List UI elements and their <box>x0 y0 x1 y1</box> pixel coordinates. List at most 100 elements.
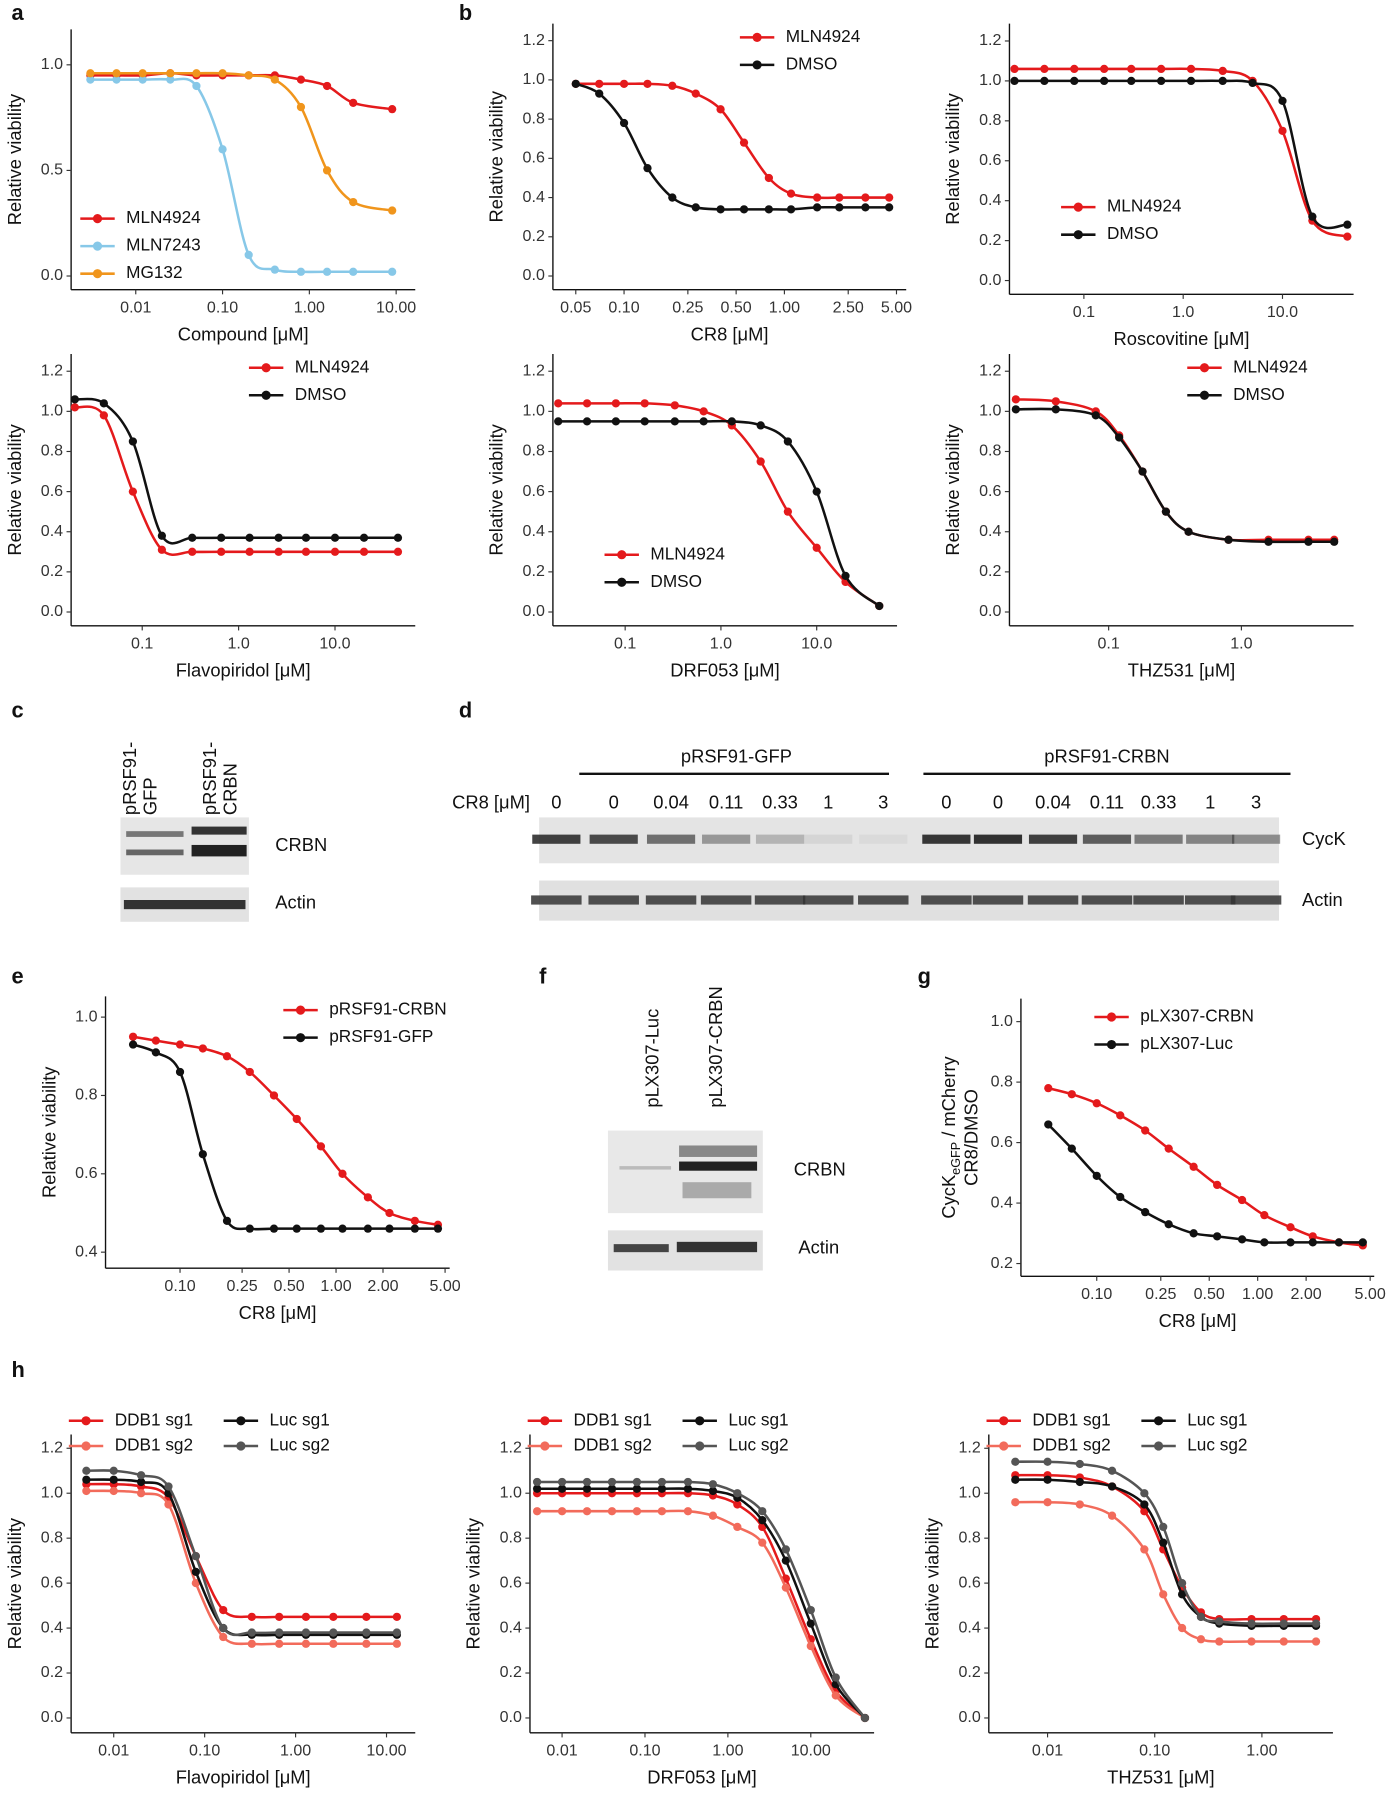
band <box>804 834 853 844</box>
y-tick-label: 1.0 <box>523 70 545 88</box>
data-point <box>1247 1637 1256 1646</box>
y-tick-label: 0.2 <box>979 231 1001 249</box>
legend-label: DMSO <box>786 53 838 73</box>
legend-label: MLN4924 <box>126 207 201 227</box>
legend-label: MLN4924 <box>786 26 861 46</box>
data-point <box>292 1224 301 1233</box>
data-point <box>831 1691 840 1700</box>
data-point <box>136 1471 146 1480</box>
x-tick-label: 0.1 <box>131 634 153 652</box>
y-tick-label: 1.2 <box>979 361 1001 379</box>
x-axis-label: DRF053 [μM] <box>647 1767 756 1788</box>
x-axis-label: CR8 [μM] <box>691 323 769 344</box>
data-point <box>329 1628 338 1637</box>
x-tick-label: 10.00 <box>791 1741 831 1759</box>
data-point <box>269 1091 279 1100</box>
panel-label: f <box>539 964 547 989</box>
lane-label: 0 <box>609 791 619 812</box>
y-tick-label: 0.0 <box>958 1708 980 1726</box>
x-axis-label: Flavopiridol [μM] <box>176 1767 311 1788</box>
data-point <box>191 1552 200 1561</box>
band <box>858 895 909 905</box>
x-tick-label: 0.25 <box>672 298 703 316</box>
band <box>922 834 971 844</box>
x-tick-label: 0.25 <box>1145 1285 1176 1303</box>
y-axis-label: Relative viability <box>463 1517 484 1649</box>
x-tick-label: 10.0 <box>319 634 350 652</box>
lane-label: 0 <box>993 791 1003 812</box>
panel-label: d <box>459 698 472 723</box>
x-tick-label: 1.00 <box>280 1741 311 1759</box>
data-point <box>198 1044 207 1053</box>
data-point <box>138 75 147 84</box>
data-point <box>1159 1522 1168 1532</box>
legend-label: pRSF91-CRBN <box>329 999 446 1019</box>
data-point <box>151 1048 160 1057</box>
y-axis-label: Relative viability <box>4 93 25 225</box>
x-tick-label: 2.50 <box>833 298 864 316</box>
data-point <box>247 1639 256 1648</box>
data-point <box>1215 1617 1224 1626</box>
data-point <box>1040 64 1049 74</box>
data-point <box>1138 467 1147 476</box>
data-point <box>1260 1238 1269 1247</box>
data-point <box>218 145 227 154</box>
data-point <box>393 533 403 542</box>
data-point <box>557 1484 567 1493</box>
legend-key-dot <box>540 1416 550 1426</box>
x-tick-label: 1.00 <box>294 298 325 316</box>
data-point <box>1107 1511 1117 1520</box>
data-point <box>670 401 679 410</box>
band <box>645 895 697 905</box>
data-point <box>166 69 175 78</box>
data-point <box>338 1224 347 1233</box>
data-point <box>1260 1211 1269 1220</box>
lane-label-line: pRSF91- <box>199 742 220 815</box>
data-point <box>175 1040 185 1049</box>
data-point <box>860 1713 870 1723</box>
data-point <box>1186 76 1196 86</box>
data-point <box>301 1628 311 1637</box>
data-point <box>532 1484 542 1493</box>
legend-label: DMSO <box>295 384 347 404</box>
y-tick-label: 0.6 <box>41 482 63 500</box>
x-tick-label: 1.0 <box>710 634 732 652</box>
x-tick-label: 1.0 <box>227 634 249 652</box>
data-point <box>244 250 253 260</box>
data-point <box>392 1628 402 1637</box>
data-point <box>128 1032 138 1041</box>
panel-label: h <box>11 1357 24 1382</box>
data-point <box>691 89 700 98</box>
data-point <box>349 197 358 207</box>
blot-d: pRSF91-GFP pRSF91-CRBN CR8 [μM] CycK Act… <box>452 746 1347 921</box>
panel-label: c <box>11 698 23 723</box>
row-label: Actin <box>1302 889 1343 910</box>
y-tick-label: 0.6 <box>523 482 545 500</box>
x-tick-label: 0.05 <box>560 298 591 316</box>
row-label: Actin <box>798 1237 839 1258</box>
x-axis-label: DRF053 [μM] <box>670 660 779 681</box>
legend-key-dot <box>1153 1441 1164 1451</box>
legend-label: DMSO <box>1107 223 1159 243</box>
data-point <box>1164 1144 1173 1153</box>
band <box>679 1161 758 1171</box>
data-point <box>619 118 629 128</box>
data-point <box>1279 1637 1288 1646</box>
data-point <box>330 533 340 542</box>
data-point <box>1127 76 1136 86</box>
data-point <box>362 1628 371 1637</box>
data-point <box>359 533 369 542</box>
data-point <box>1213 1232 1222 1241</box>
x-axis-label: THZ531 [μM] <box>1107 1767 1214 1788</box>
data-point <box>99 399 108 408</box>
data-point <box>532 1507 542 1516</box>
legend-label: DDB1 sg1 <box>1032 1409 1110 1429</box>
data-point <box>861 193 870 202</box>
legend-key-dot <box>999 1416 1009 1426</box>
data-point <box>330 547 340 556</box>
y-label-main: CycK <box>938 1174 959 1219</box>
data-point <box>1141 1208 1150 1217</box>
y-tick-label: 0.6 <box>500 1573 522 1591</box>
data-point <box>733 1500 742 1509</box>
